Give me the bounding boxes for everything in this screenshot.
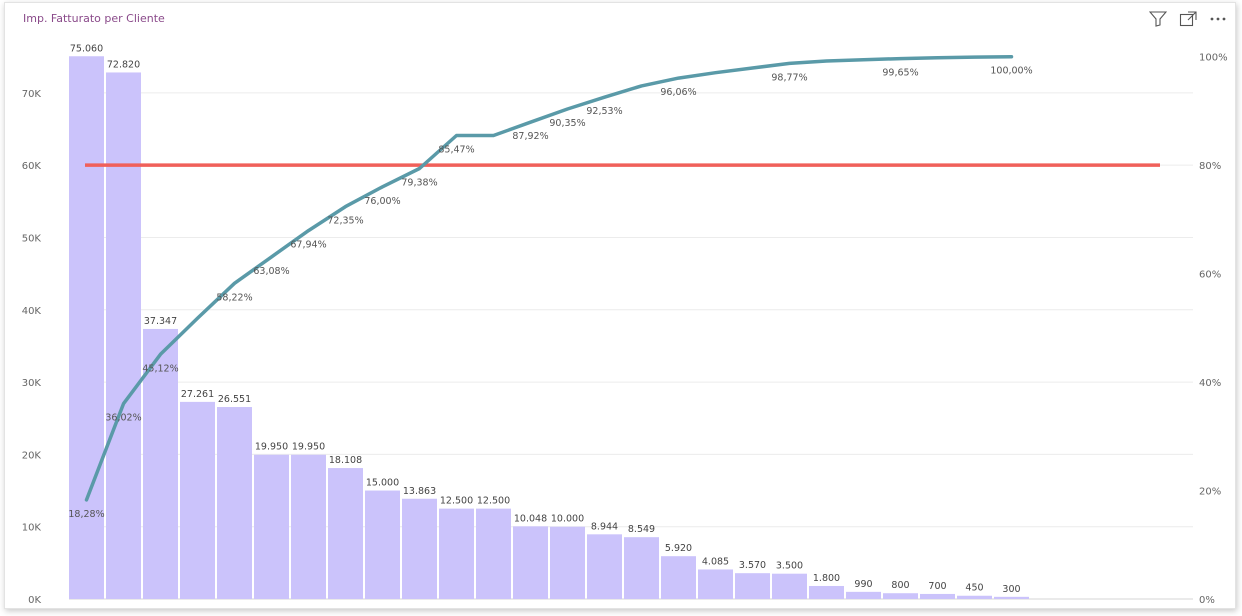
chart-title: Imp. Fatturato per Cliente	[23, 12, 165, 25]
bar-data-label: 10.048	[514, 513, 547, 524]
cumulative-data-label: 96,06%	[660, 87, 696, 98]
bar-data-label: 19.950	[255, 442, 288, 453]
bar	[587, 534, 622, 599]
bar-data-label: 12.500	[440, 496, 473, 507]
cumulative-data-labels: 18,28% 36,02% 45,12% 58,22% 63,08% 67,94% 72,3…	[68, 66, 1032, 520]
bar	[402, 498, 437, 599]
cumulative-data-label: 18,28%	[68, 509, 104, 520]
more-options-icon[interactable]	[1207, 9, 1229, 29]
y-right-tick-label: 40%	[1199, 378, 1221, 389]
bar	[883, 593, 918, 599]
bar	[994, 596, 1029, 599]
bar	[920, 593, 955, 599]
y-right-tick-label: 100%	[1199, 53, 1228, 64]
y-left-tick-label: 40K	[22, 306, 42, 317]
bar-data-label: 26.551	[218, 394, 251, 405]
y-left-tick-label: 10K	[22, 523, 42, 534]
bar	[291, 454, 326, 599]
y-right-tick-label: 0%	[1199, 595, 1215, 606]
cumulative-data-label: 87,92%	[512, 131, 548, 142]
bar-data-label: 990	[854, 579, 872, 590]
bar-data-label: 8.944	[591, 521, 618, 532]
focus-mode-icon[interactable]	[1177, 9, 1199, 29]
bar-data-label: 12.500	[477, 496, 510, 507]
y-left-tick-label: 70K	[22, 89, 42, 100]
cumulative-data-label: 92,53%	[586, 106, 622, 117]
bar-data-label: 300	[1002, 584, 1020, 595]
bar-data-label: 450	[965, 583, 983, 594]
bar	[661, 556, 696, 599]
cumulative-data-label: 79,38%	[401, 178, 437, 189]
pareto-chart: 75.060 72.820 37.347 27.261 26.551 19.950 19.9…	[22, 43, 1228, 606]
cumulative-data-label: 90,35%	[549, 118, 585, 129]
bar	[143, 328, 178, 599]
y-left-tick-label: 0K	[28, 595, 41, 606]
chart-visual: Imp. Fatturato per Cliente 75.060 72.820 3…	[4, 2, 1236, 609]
bar	[513, 526, 548, 599]
bar	[365, 490, 400, 599]
bar	[328, 468, 363, 599]
bar-data-label: 27.261	[181, 389, 214, 400]
bar-data-label: 18.108	[329, 455, 362, 466]
bar	[69, 56, 104, 599]
cumulative-line-layer	[84, 54, 1014, 502]
bar-data-label: 3.570	[739, 560, 766, 571]
y-right-tick-label: 80%	[1199, 161, 1221, 172]
bar	[106, 72, 141, 599]
y-right-tick-label: 20%	[1199, 487, 1221, 498]
cumulative-line	[84, 54, 1014, 502]
bar	[846, 591, 881, 599]
y-left-tick-label: 20K	[22, 450, 42, 461]
bar	[624, 537, 659, 599]
bar-data-label: 72.820	[107, 59, 140, 70]
bar-data-label: 13.863	[403, 486, 436, 497]
bar	[957, 595, 992, 599]
cumulative-data-label: 63,08%	[253, 266, 289, 277]
bar-data-label: 15.000	[366, 478, 399, 489]
cumulative-data-label: 36,02%	[105, 413, 141, 424]
cumulative-data-label: 58,22%	[216, 292, 252, 303]
bar	[772, 573, 807, 599]
cumulative-data-label: 45,12%	[142, 363, 178, 374]
bar	[809, 585, 844, 599]
bar-data-label: 8.549	[628, 524, 655, 535]
bar-data-label: 37.347	[144, 316, 177, 327]
visual-header-icons	[1147, 9, 1229, 29]
bar	[698, 569, 733, 599]
cumulative-data-label: 67,94%	[290, 240, 326, 251]
bar	[476, 508, 511, 599]
cumulative-data-label: 100,00%	[990, 66, 1032, 77]
y-axis-left: 0K 10K 20K 30K 40K 50K 60K 70K	[22, 89, 42, 606]
bar-data-label: 5.920	[665, 543, 692, 554]
cumulative-data-label: 76,00%	[364, 196, 400, 207]
y-left-tick-label: 60K	[22, 161, 42, 172]
bar-data-label: 3.500	[776, 561, 803, 572]
bar	[550, 526, 585, 599]
bars	[69, 56, 1029, 599]
cumulative-data-label: 72,35%	[327, 216, 363, 227]
bar	[254, 454, 289, 599]
bar-data-label: 1.800	[813, 573, 840, 584]
bar-data-label: 700	[928, 581, 946, 592]
bar-data-label: 800	[891, 580, 909, 591]
filter-icon[interactable]	[1147, 9, 1169, 29]
cumulative-data-label: 85,47%	[438, 144, 474, 155]
bar-data-label: 19.950	[292, 442, 325, 453]
bar	[439, 508, 474, 599]
cumulative-data-label: 99,65%	[882, 68, 918, 79]
bar	[180, 401, 215, 599]
bar-data-label: 4.085	[702, 556, 729, 567]
bar-data-label: 75.060	[70, 43, 103, 54]
y-axis-right: 0% 20% 40% 60% 80% 100%	[1199, 53, 1228, 606]
cumulative-data-label: 98,77%	[771, 72, 807, 83]
bar-data-label: 10.000	[551, 514, 584, 525]
bar	[735, 573, 770, 599]
y-left-tick-label: 30K	[22, 378, 42, 389]
y-left-tick-label: 50K	[22, 233, 42, 244]
y-right-tick-label: 60%	[1199, 270, 1221, 281]
bar	[217, 407, 252, 599]
bar-data-labels: 75.060 72.820 37.347 27.261 26.551 19.950 19.9…	[70, 43, 1021, 595]
